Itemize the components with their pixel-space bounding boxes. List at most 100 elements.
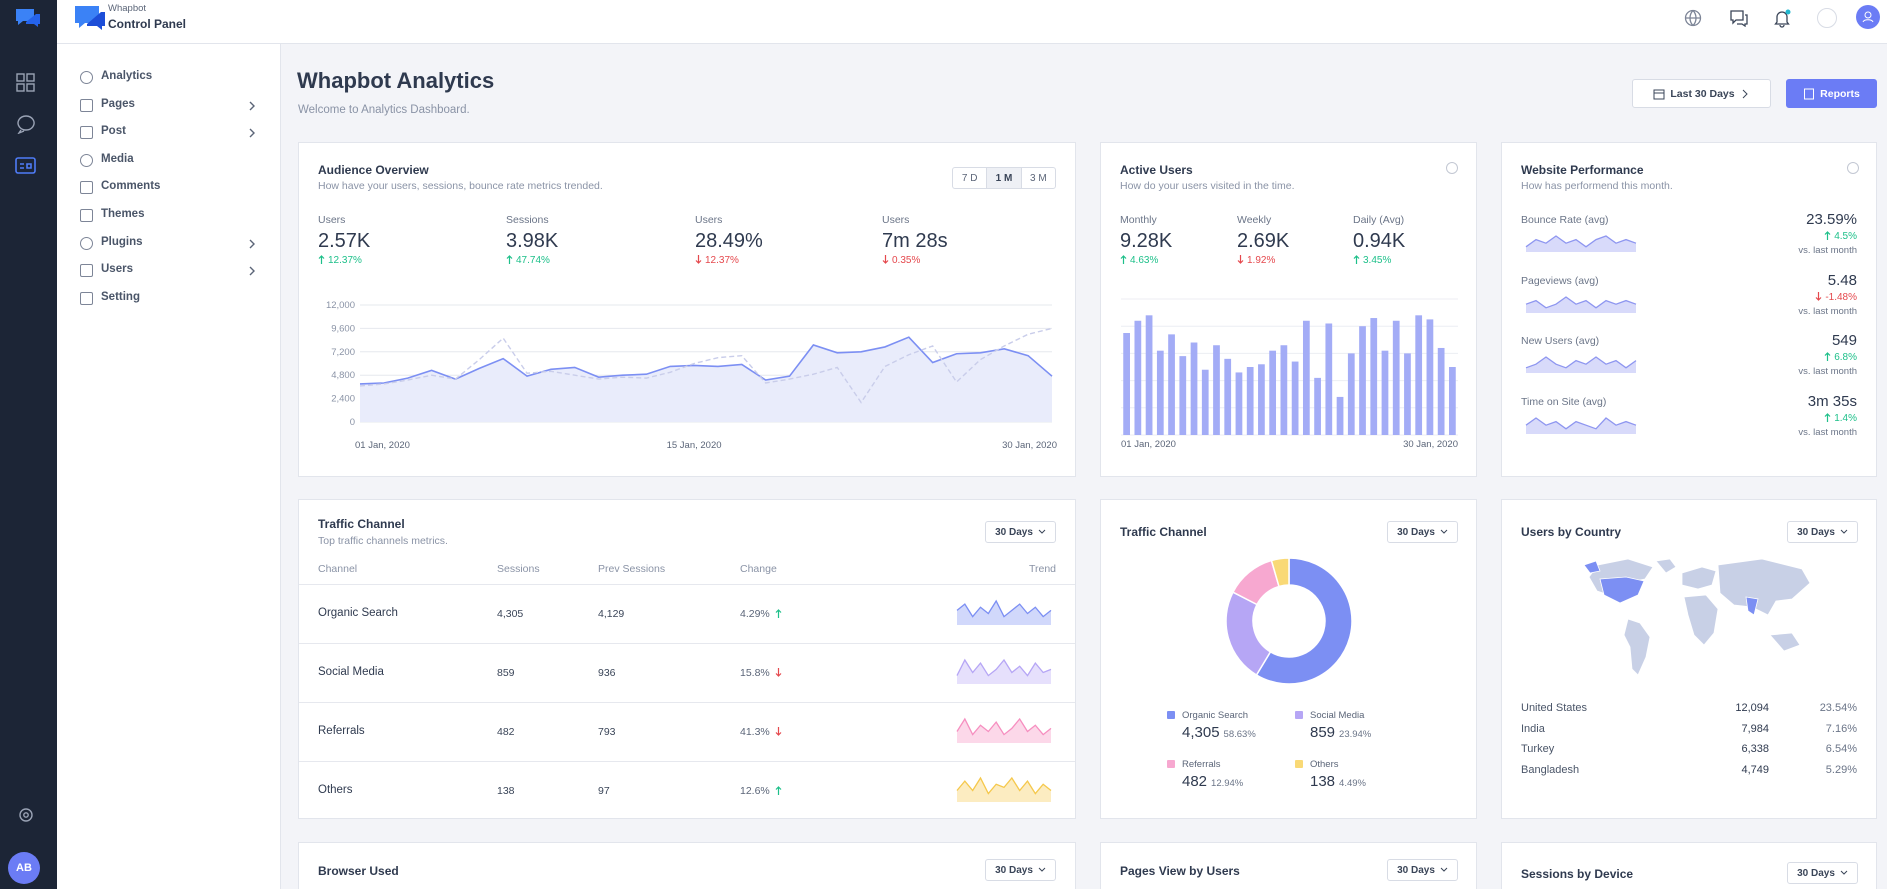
bar	[1224, 358, 1232, 435]
filter-label: 30 Days	[1397, 864, 1435, 876]
perf-change: 6.8%	[1824, 352, 1857, 363]
bar	[1123, 333, 1130, 435]
x-tick-label: 30 Jan, 2020	[1403, 439, 1458, 450]
change-arrow	[775, 786, 782, 795]
filter-button[interactable]: 30 Days	[1387, 521, 1458, 543]
y-tick-label: 0	[350, 417, 355, 428]
metric-label: Users	[882, 214, 910, 226]
help-icon[interactable]	[1847, 162, 1859, 174]
change-value: 4.29%	[740, 608, 770, 620]
column-header: Channel	[318, 563, 358, 575]
row-divider	[299, 643, 1075, 644]
sparkline	[1525, 416, 1637, 434]
metric-value: 9.28K	[1120, 230, 1173, 252]
nav-analytics[interactable]	[15, 156, 37, 176]
tab[interactable]: 7 D	[961, 172, 978, 184]
legend-value: 4,305 58.63%	[1182, 724, 1256, 741]
menu-item[interactable]: Media	[101, 152, 134, 165]
profile-avatar[interactable]	[1856, 5, 1880, 29]
icon-rail: AB	[0, 0, 57, 889]
change-arrow	[318, 255, 325, 264]
menu-item[interactable]: Pages	[101, 97, 135, 110]
date-range-button[interactable]: Last 30 Days	[1632, 79, 1771, 108]
submenu-arrow	[248, 264, 256, 282]
sessions: 482	[497, 726, 515, 738]
legend-swatch	[1167, 711, 1175, 719]
bar	[1280, 345, 1288, 435]
metric-change: 12.37%	[695, 255, 739, 266]
reports-button[interactable]: Reports	[1786, 79, 1877, 108]
menu-item[interactable]: Plugins	[101, 235, 143, 248]
filter-button[interactable]: 30 Days	[1387, 859, 1458, 881]
notifications-icon[interactable]	[1773, 8, 1793, 28]
bar	[1437, 347, 1445, 435]
metric-value: 7m 28s	[882, 230, 948, 252]
metric-label: Sessions	[506, 214, 549, 226]
filter-label: 30 Days	[1397, 526, 1435, 538]
line	[359, 327, 1053, 404]
user-avatar[interactable]: AB	[8, 852, 40, 884]
spark-area	[1526, 357, 1636, 373]
spark-line	[1525, 295, 1637, 309]
legend-label: Social Media	[1310, 710, 1365, 721]
metric-label: Users	[695, 214, 723, 226]
y-tick-label: 12,000	[326, 300, 355, 311]
brand-name: Control Panel	[108, 17, 187, 31]
language-icon[interactable]	[1684, 9, 1702, 27]
nav-chat[interactable]	[16, 114, 36, 134]
menu-item[interactable]: Themes	[101, 208, 145, 220]
filter-button[interactable]: 30 Days	[1787, 521, 1858, 543]
help-icon[interactable]	[1446, 162, 1458, 174]
perf-compare: vs. last month	[1798, 245, 1857, 256]
country-users: 7,984	[1741, 722, 1769, 735]
menu-item[interactable]: Post	[101, 125, 126, 138]
menu-item[interactable]: Users	[101, 263, 133, 276]
menu-icon	[80, 209, 93, 222]
change-value: 12.6%	[740, 785, 770, 797]
card-title: Traffic Channel	[1120, 525, 1207, 539]
spark-area	[957, 719, 1051, 743]
tab-active[interactable]: 1 M	[986, 168, 1022, 188]
menu-item[interactable]: Setting	[101, 290, 140, 303]
nav-dashboard[interactable]	[16, 73, 36, 93]
sparkline	[1525, 295, 1637, 313]
card-title: Traffic Channel	[318, 517, 405, 531]
bar	[1426, 319, 1434, 435]
perf-change: 4.5%	[1824, 231, 1857, 242]
legend-swatch	[1295, 711, 1303, 719]
change-value: 1.92%	[1247, 255, 1276, 266]
filter-button[interactable]: 30 Days	[1787, 862, 1858, 884]
tab[interactable]: 3 M	[1029, 172, 1047, 184]
bar	[1359, 326, 1366, 435]
perf-value: 5.48	[1827, 271, 1857, 289]
nav-settings[interactable]	[17, 806, 35, 824]
filter-button[interactable]: 30 Days	[985, 859, 1056, 881]
menu-item[interactable]: Analytics	[101, 70, 153, 82]
date-range-label: Last 30 Days	[1670, 87, 1735, 100]
legend-percent: 4.49%	[1339, 778, 1366, 789]
submenu-arrow	[248, 99, 256, 117]
metric-change: 4.63%	[1120, 255, 1158, 266]
column-header: Prev Sessions	[598, 563, 666, 575]
change-value: 15.8%	[740, 667, 770, 679]
status-icon[interactable]	[1817, 8, 1837, 28]
row-divider	[299, 761, 1075, 762]
perf-compare: vs. last month	[1798, 426, 1857, 438]
menu-icon	[80, 126, 93, 140]
menu-item[interactable]: Comments	[101, 180, 161, 193]
performance-card: Website Performance How has performend t…	[1501, 142, 1877, 477]
perf-label: Bounce Rate (avg)	[1521, 214, 1609, 226]
spark-area	[1526, 417, 1636, 434]
menu-icon	[80, 264, 93, 278]
country-name: United States	[1521, 702, 1588, 714]
audience-card: Audience Overview How have your users, s…	[298, 142, 1076, 477]
bar	[1336, 396, 1344, 435]
change-arrow	[1824, 352, 1831, 361]
active-users-chart: 01 Jan, 2020 30 Jan, 2020	[1121, 298, 1458, 450]
x-tick-label: 01 Jan, 2020	[1121, 439, 1176, 450]
menu-icon	[80, 291, 93, 305]
card-title: Users by Country	[1521, 525, 1622, 539]
messages-icon[interactable]	[1729, 9, 1749, 27]
filter-button[interactable]: 30 Days	[985, 521, 1056, 543]
